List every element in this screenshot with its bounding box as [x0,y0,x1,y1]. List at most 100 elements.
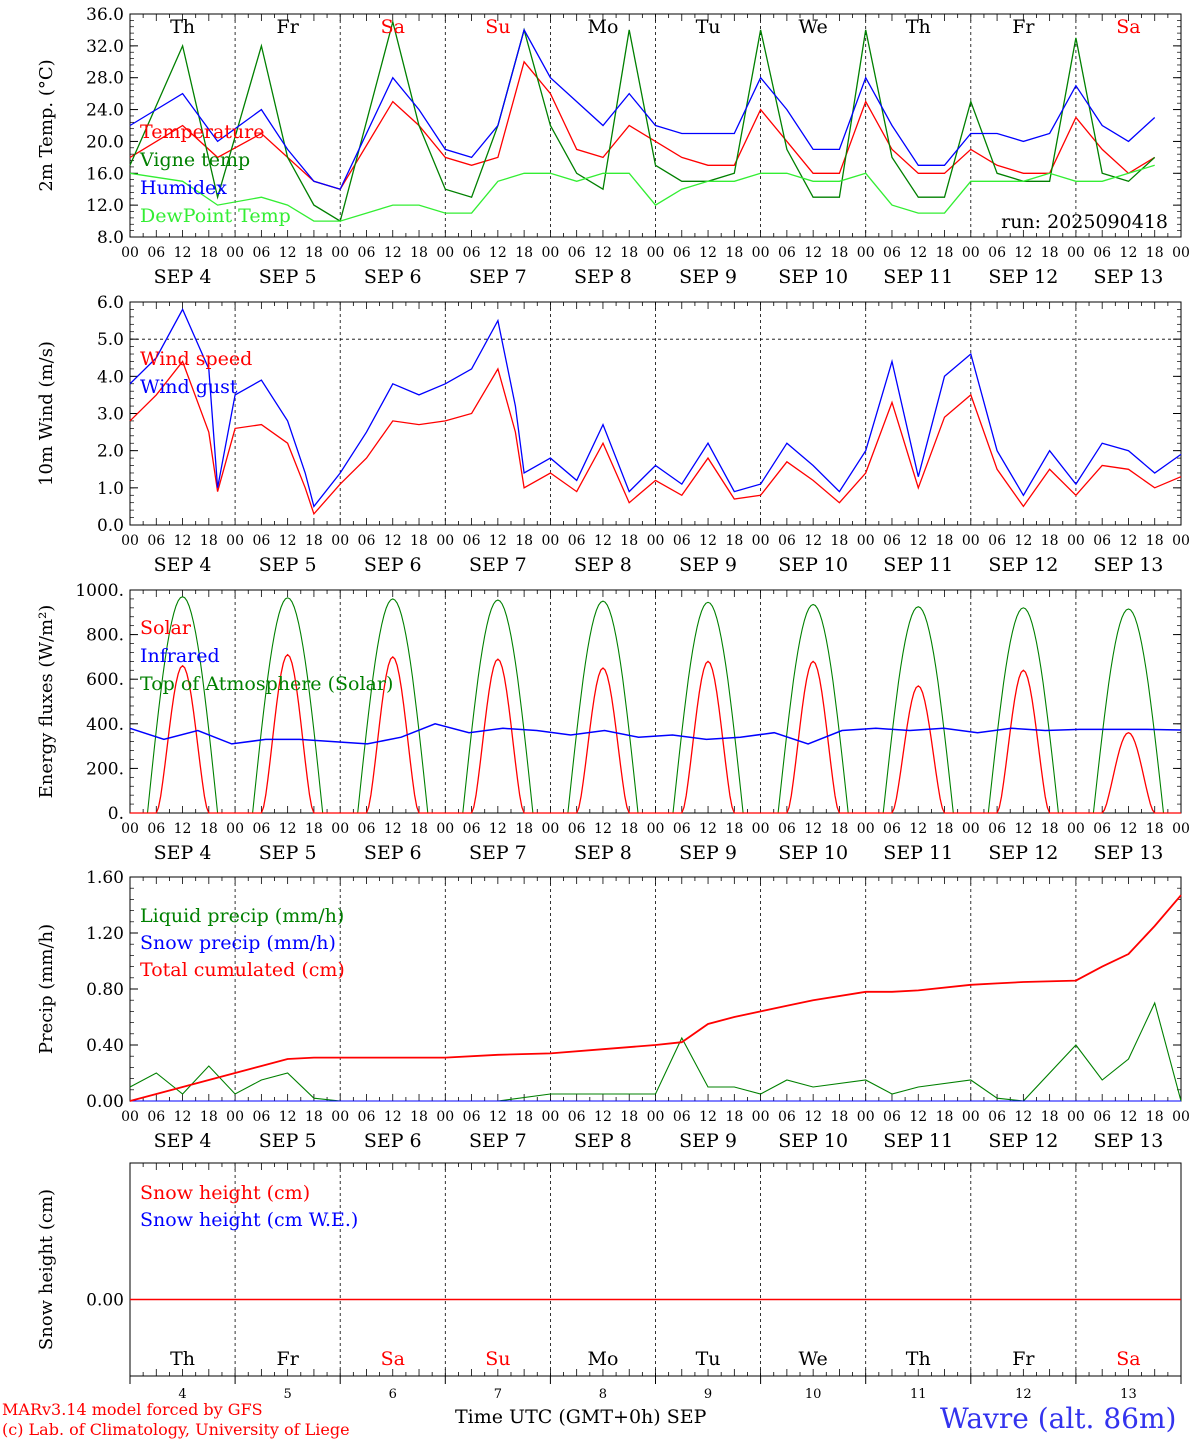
y-tick-label: 0.00 [86,1092,124,1112]
x-hour-label: 06 [673,1109,691,1125]
x-hour-label: 18 [831,245,849,261]
y-tick-label: 800. [86,626,124,646]
x-date-label: 10 [805,1387,822,1402]
x-hour-label: 00 [962,821,980,837]
x-date-label: SEP 9 [679,554,737,576]
x-hour-label: 00 [541,533,559,549]
station-name: Wavre (alt. 86m) [940,1402,1177,1435]
x-date-label: SEP 13 [1094,554,1164,576]
x-date-label: SEP 9 [679,842,737,864]
x-hour-label: 12 [804,245,822,261]
x-hour-label: 00 [331,821,349,837]
legend-entry: Infrared [140,645,220,667]
panel-5: 0.00 Snow height (cm) Th 4 Fr 5 Sa 6 Su 7 Mo 8 Tu 9 We… [36,1162,1182,1402]
x-hour-label: 12 [594,821,612,837]
x-hour-label: 06 [147,533,165,549]
x-hour-label: 12 [699,1109,717,1125]
x-date-label: SEP 7 [469,554,527,576]
x-hour-label: 00 [857,245,875,261]
x-hour-label: 18 [305,1109,323,1125]
x-hour-label: 06 [988,1109,1006,1125]
x-hour-label: 12 [489,533,507,549]
x-hour-label: 06 [252,533,270,549]
x-hour-label: 06 [988,245,1006,261]
series-infrared [129,723,1182,745]
x-hour-label: 18 [1146,533,1164,549]
series-dewpoint-temp [129,164,1155,222]
y-tick-label: 200. [86,759,124,779]
x-hour-label: 18 [725,821,743,837]
x-date-label: 11 [910,1387,927,1402]
x-date-label: SEP 5 [259,266,317,288]
x-hour-label: 06 [568,821,586,837]
y-axis-label: 10m Wind (m/s) [36,341,57,486]
x-date-label: 13 [1120,1387,1137,1402]
x-hour-label: 12 [279,821,297,837]
day-of-week-label: Sa [1116,16,1140,38]
y-tick-label: 8.0 [97,228,124,248]
x-date-label: SEP 8 [574,554,632,576]
x-hour-label: 12 [699,245,717,261]
legend-entry: Wind gust [140,376,238,398]
legend-entry: Temperature [140,121,264,143]
x-hour-label: 00 [1172,245,1190,261]
x-hour-label: 06 [673,245,691,261]
x-hour-label: 00 [121,533,139,549]
x-hour-label: 00 [121,1109,139,1125]
x-date-label: SEP 13 [1094,1130,1164,1152]
day-of-week-label: Th [906,1348,931,1370]
y-axis-label: Energy fluxes (W/m²) [36,605,57,799]
x-date-label: SEP 11 [883,266,953,288]
x-hour-label: 00 [1067,1109,1085,1125]
x-hour-label: 12 [909,533,927,549]
x-hour-label: 00 [647,1109,665,1125]
y-tick-label: 0.40 [86,1036,124,1056]
x-date-label: SEP 10 [778,266,848,288]
x-date-label: SEP 12 [988,842,1058,864]
y-tick-label: 400. [86,715,124,735]
day-of-week-label: Fr [1012,1348,1035,1370]
y-tick-label: 24.0 [86,101,124,121]
x-hour-label: 12 [489,1109,507,1125]
x-date-label: 6 [389,1387,397,1402]
x-date-label: SEP 4 [154,1130,212,1152]
day-of-week-label: Fr [277,16,300,38]
x-hour-label: 18 [725,1109,743,1125]
x-hour-label: 12 [1014,1109,1032,1125]
x-hour-label: 12 [699,821,717,837]
x-hour-label: 06 [883,245,901,261]
x-hour-label: 06 [358,245,376,261]
x-hour-label: 00 [1172,533,1190,549]
x-date-label: SEP 4 [154,842,212,864]
legend-entry: Top of Atmosphere (Solar) [140,673,393,695]
x-hour-label: 12 [384,1109,402,1125]
panel-4: 0.00 0.40 0.80 1.20 1.60 Precip (mm/h) 00 06 12 1… [36,868,1190,1152]
x-hour-label: 12 [804,533,822,549]
y-tick-label: 0.0 [97,516,124,536]
x-hour-label: 00 [436,821,454,837]
x-hour-label: 00 [752,533,770,549]
x-hour-label: 06 [1093,245,1111,261]
legend-entry: Solar [140,617,192,639]
x-hour-label: 00 [1067,533,1085,549]
model-credit-line1: MARv3.14 model forced by GFS [2,1400,263,1419]
model-credit-line2: (c) Lab. of Climatology, University of L… [2,1420,350,1439]
x-date-label: SEP 4 [154,554,212,576]
x-hour-label: 00 [331,1109,349,1125]
x-hour-label: 06 [463,533,481,549]
x-date-label: SEP 8 [574,1130,632,1152]
x-hour-label: 18 [200,1109,218,1125]
x-hour-label: 18 [725,533,743,549]
y-tick-label: 0.80 [86,980,124,1000]
x-hour-label: 18 [1041,533,1059,549]
x-hour-label: 12 [1120,1109,1138,1125]
x-hour-label: 06 [147,1109,165,1125]
y-tick-label: 2.0 [97,442,124,462]
x-hour-label: 00 [331,245,349,261]
x-hour-label: 18 [305,533,323,549]
x-hour-label: 12 [594,245,612,261]
day-of-week-label: Sa [1116,1348,1140,1370]
x-hour-label: 12 [279,1109,297,1125]
x-hour-label: 18 [620,821,638,837]
x-hour-label: 18 [936,821,954,837]
